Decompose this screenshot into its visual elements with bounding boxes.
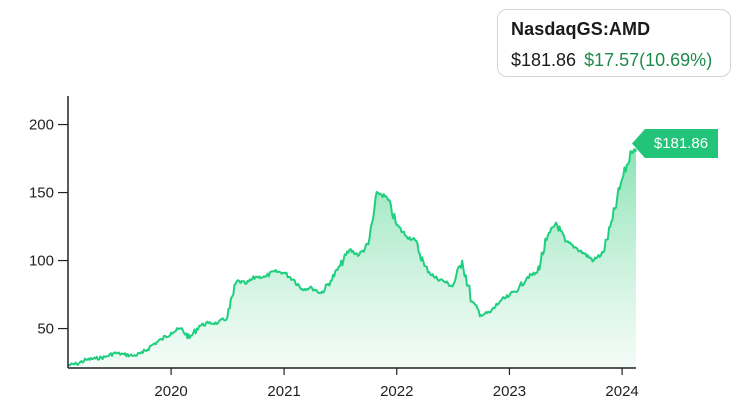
x-tick-label: 2020 [154,383,187,400]
y-tick-label: 150 [29,185,54,202]
y-tick-label: 100 [29,253,54,270]
price-tag-shape [632,129,718,158]
y-ticks: 50 100 150 200 [29,117,68,338]
y-tick-label: 50 [37,321,54,338]
price-change: $17.57(10.69%) [584,50,713,70]
price-area-fill [68,149,636,368]
price-tag-label: $181.86 [653,135,709,152]
price-line [67,148,637,367]
current-price: $181.86 [511,50,577,70]
x-tick-label: 2023 [493,383,526,400]
x-tick-label: 2021 [267,383,300,400]
x-tick-label: 2022 [380,383,413,400]
quote-card: NasdaqGS:AMD $181.86 $17.57(10.69%) [497,9,731,77]
last-price-tag: $181.86 [632,129,718,158]
x-ticks: 2020 2021 2022 2023 2024 [154,368,639,400]
x-tick-label: 2024 [605,383,638,400]
ticker-symbol: NasdaqGS:AMD [511,19,651,39]
quote-row: $181.86 $17.57(10.69%) [511,50,730,71]
y-tick-label: 200 [29,117,54,134]
